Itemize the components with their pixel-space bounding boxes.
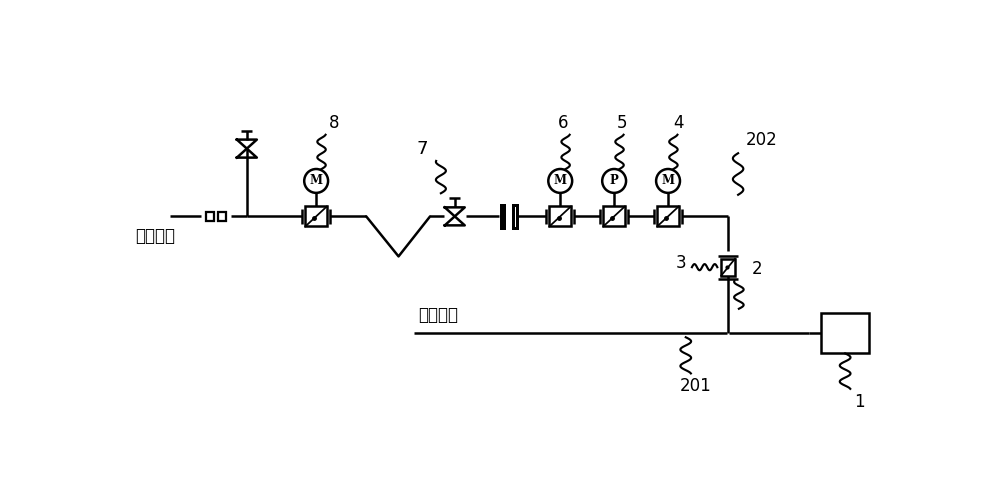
Bar [501,205,504,228]
Text: 2: 2 [752,260,763,278]
Text: M: M [310,174,323,187]
Text: 8: 8 [329,115,339,132]
Text: 1: 1 [854,393,864,412]
Text: 6: 6 [558,115,569,132]
Bar [657,206,679,226]
Bar [305,206,327,226]
Text: 201: 201 [680,377,712,395]
Bar [513,205,517,228]
Bar [821,313,869,353]
Text: 202: 202 [746,130,778,149]
Bar [218,211,226,221]
Text: 5: 5 [617,115,627,132]
Bar [549,206,571,226]
Bar [206,211,214,221]
Text: 3: 3 [676,254,686,272]
Bar [721,259,735,276]
Text: 4: 4 [674,115,684,132]
Text: 7: 7 [417,140,428,158]
Text: 高炉煤气: 高炉煤气 [418,306,458,324]
Text: P: P [610,174,619,187]
Bar [603,206,625,226]
Text: 转炉煤气: 转炉煤气 [135,227,175,245]
Text: M: M [662,174,675,187]
Text: M: M [554,174,567,187]
